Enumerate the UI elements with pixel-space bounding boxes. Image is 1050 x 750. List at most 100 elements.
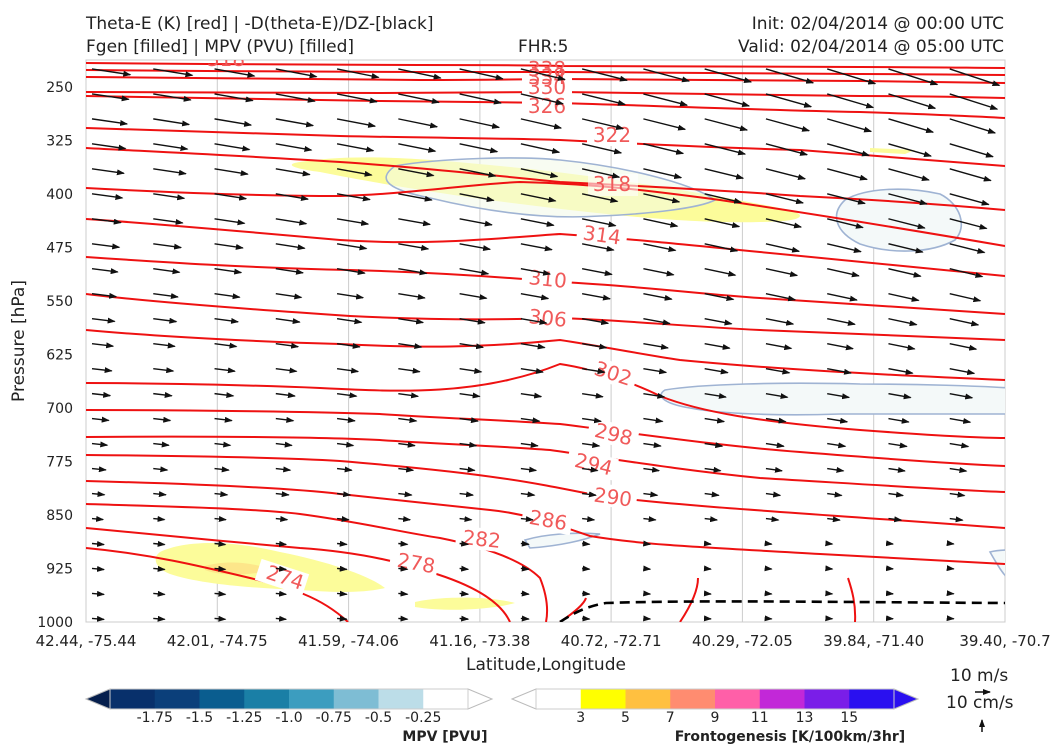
contour-label-338: 338 <box>528 57 566 81</box>
contour-label-306: 306 <box>527 304 567 332</box>
colorbar-tick-label: -0.25 <box>405 710 441 726</box>
wind-vector <box>459 143 499 154</box>
y-axis-label: Pressure [hPa] <box>9 280 29 402</box>
contour-282 <box>86 503 549 622</box>
wind-vector <box>459 93 502 105</box>
colorbar-tick-label: 11 <box>751 710 769 726</box>
wind-vector <box>643 516 657 523</box>
wind-vector <box>949 193 990 206</box>
wind-vector <box>275 491 290 498</box>
wind-vector <box>153 193 186 201</box>
wind-vector <box>581 218 617 228</box>
wind-vector <box>153 143 189 152</box>
wind-vector <box>336 540 348 547</box>
wind-vector <box>949 93 999 110</box>
wind-vector <box>827 516 841 523</box>
wind-vector <box>888 417 910 424</box>
wind-vector <box>275 615 288 622</box>
contour-322 <box>86 180 1005 247</box>
wind-vector <box>643 442 662 449</box>
wind-vector <box>153 293 179 300</box>
wind-vector <box>153 268 181 275</box>
wind-vector <box>91 466 107 473</box>
x-tick-label: 39.84, -71.40 <box>823 632 924 650</box>
wind-vector <box>643 318 671 326</box>
wind-vector <box>398 218 432 227</box>
wind-vector <box>949 218 988 230</box>
contour-labels: 274 278 282 286 290 294 298 302 306 310 … <box>207 57 640 596</box>
wind-vector <box>704 68 753 83</box>
colorbar-swatch <box>110 689 156 709</box>
wind-vector <box>704 318 733 326</box>
wind-vector <box>336 168 373 177</box>
wind-vector <box>764 590 773 597</box>
wind-vector <box>520 68 566 81</box>
wind-vector <box>704 93 751 108</box>
wind-vector <box>398 318 425 325</box>
wind-vector <box>214 168 249 177</box>
y-tick-label: 625 <box>46 347 73 363</box>
wind-vector <box>765 318 795 326</box>
wind-vector <box>827 118 873 133</box>
wind-vector <box>949 417 972 424</box>
wind-vector <box>582 442 601 448</box>
x-tick-label: 40.72, -72.71 <box>561 632 662 650</box>
contour-label-322: 322 <box>593 123 631 147</box>
wind-vector <box>520 118 563 130</box>
wind-vector <box>704 293 735 302</box>
wind-vector <box>336 318 363 325</box>
colorbar-swatch <box>154 689 200 709</box>
contour-350 <box>86 62 1005 69</box>
colorbar-tick-label: -1.75 <box>137 710 173 726</box>
wind-vector <box>581 118 625 130</box>
wind-vector <box>153 317 178 324</box>
wind-vector <box>949 318 980 327</box>
wind-vector <box>643 367 668 375</box>
colorbar-swatch <box>759 689 805 709</box>
y-tick-label: 700 <box>46 401 73 417</box>
wind-vector <box>459 168 497 178</box>
wind-vector <box>398 243 430 251</box>
wind-vector <box>459 491 475 498</box>
wind-vector <box>91 317 116 324</box>
wind-vector <box>153 342 176 349</box>
wind-vector <box>336 193 371 202</box>
wind-vector <box>888 367 914 375</box>
wind-vector <box>275 193 310 201</box>
wind-vector <box>949 243 986 254</box>
wind-vector <box>765 342 793 351</box>
wind-vector <box>459 441 478 448</box>
wind-vector <box>642 540 652 547</box>
wind-vector <box>643 168 683 180</box>
wind-vector <box>582 367 606 375</box>
wind-vector <box>704 118 749 132</box>
y-tick-label: 250 <box>46 80 73 96</box>
colorbar-swatch <box>199 689 245 709</box>
wind-vector <box>520 268 552 276</box>
wind-vector <box>214 317 240 324</box>
wind-vector <box>704 193 743 204</box>
wind-vector <box>827 442 847 449</box>
wind-vector <box>398 168 435 178</box>
wind-vector <box>459 392 481 399</box>
x-axis-ticks: 42.44, -75.44 42.01, -74.75 41.59, -74.06 4… <box>36 632 1050 650</box>
wind-vector <box>398 615 409 622</box>
wind-vector <box>398 293 426 300</box>
wind-vector <box>153 391 173 398</box>
wind-vector <box>398 118 439 129</box>
x-tick-label: 42.01, -74.75 <box>167 632 268 650</box>
wind-vector <box>520 540 530 547</box>
wind-vector <box>459 516 473 523</box>
contour-label-310: 310 <box>527 265 567 293</box>
wind-vector <box>214 243 244 250</box>
x-tick-label: 40.29, -72.05 <box>692 632 793 650</box>
contour-294 <box>86 435 1005 493</box>
wind-vector <box>582 615 591 622</box>
wind-vector <box>643 218 679 228</box>
wind-vector <box>520 441 539 448</box>
wind-vector <box>459 218 493 227</box>
wind-vector <box>275 515 289 522</box>
wind-vector <box>704 168 745 180</box>
x-tick-label: 42.44, -75.44 <box>36 632 137 650</box>
wind-vector <box>459 540 470 547</box>
